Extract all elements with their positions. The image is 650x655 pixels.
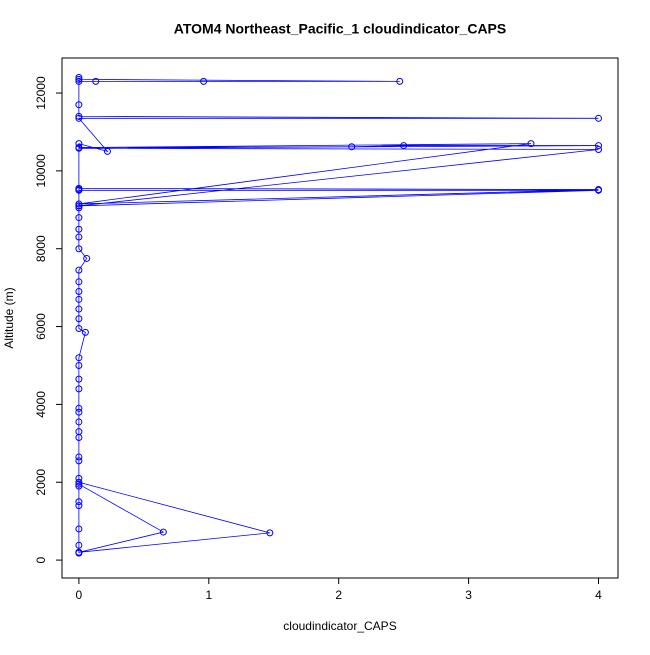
y-tick-label: 10000 [34,154,48,188]
point [75,144,83,152]
point [75,295,83,303]
point [75,202,83,210]
point [527,140,535,148]
x-tick-label: 2 [335,588,342,602]
point [75,204,83,212]
point [75,548,83,556]
point [75,305,83,313]
point [595,145,603,153]
x-tick-label: 1 [205,588,212,602]
point [75,245,83,253]
point [75,502,83,510]
point [75,278,83,286]
point [75,361,83,369]
point [75,418,83,426]
point [595,114,603,122]
y-tick-label: 4000 [34,391,48,418]
y-tick-label: 0 [34,556,48,563]
point [75,478,83,486]
y-tick-label: 8000 [34,235,48,262]
point [75,225,83,233]
point [348,143,356,151]
point [200,77,208,85]
point [75,474,83,482]
point [75,75,83,83]
point [396,77,404,85]
point [75,453,83,461]
point [595,186,603,194]
point [75,214,83,222]
point [75,288,83,296]
point [595,142,603,150]
x-axis-label: cloudindicator_CAPS [283,619,396,633]
point [75,428,83,436]
point [75,114,83,122]
point [400,142,408,150]
point [75,73,83,81]
y-tick-label: 12000 [34,76,48,110]
series-line [78,77,599,554]
point [75,525,83,533]
point [75,498,83,506]
point [75,186,83,194]
x-tick-label: 0 [76,588,83,602]
chart-title: ATOM4 Northeast_Pacific_1 cloudindicator… [174,21,506,37]
point [81,328,89,336]
point [75,325,83,333]
point [75,315,83,323]
point [92,77,100,85]
point [75,77,83,85]
point [266,529,274,537]
point [75,408,83,416]
point [75,541,83,549]
point [75,112,83,120]
point [75,482,83,490]
point [75,233,83,241]
y-tick-label: 6000 [34,313,48,340]
y-tick-label: 2000 [34,469,48,496]
point [103,147,111,155]
plot-frame [61,57,619,579]
x-tick-label: 4 [595,588,602,602]
point [75,101,83,109]
point [83,254,91,262]
x-tick-label: 3 [465,588,472,602]
point [75,375,83,383]
point [75,266,83,274]
point [75,404,83,412]
point [75,457,83,465]
point [75,200,83,208]
y-axis-label: Altitude (m) [2,287,16,348]
point [75,140,83,148]
point [75,354,83,362]
point [159,528,167,536]
point [75,385,83,393]
